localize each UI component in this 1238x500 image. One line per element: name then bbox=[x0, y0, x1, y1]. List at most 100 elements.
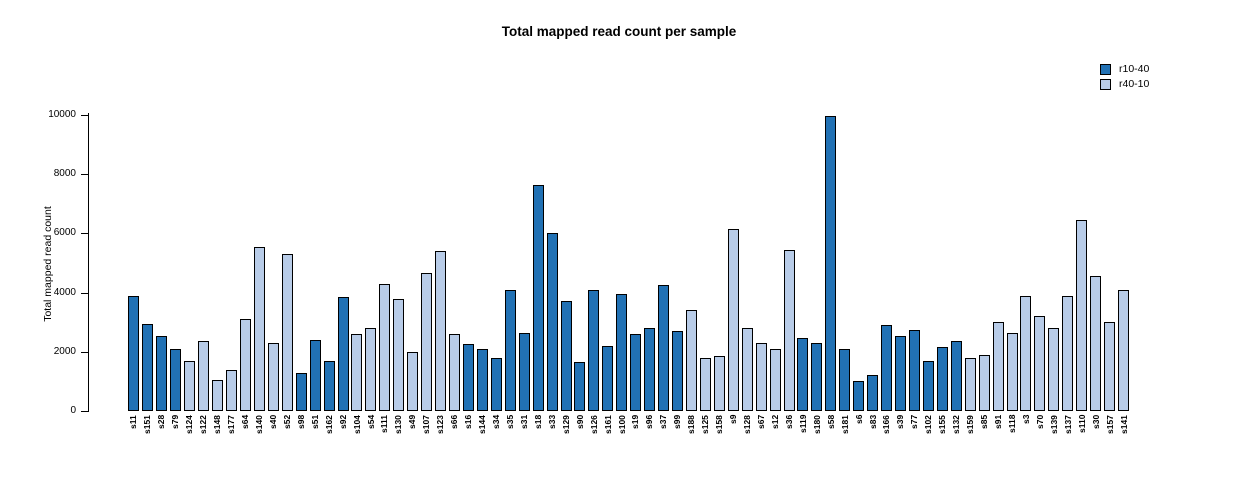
plot-area bbox=[127, 115, 1131, 411]
bar-s128 bbox=[741, 328, 753, 411]
x-tick-label-s130: s130 bbox=[393, 415, 404, 434]
bar-s79 bbox=[170, 348, 182, 411]
bar-column bbox=[406, 115, 420, 411]
x-tick-label-s159: s159 bbox=[965, 415, 976, 434]
bar-column bbox=[197, 115, 211, 411]
x-tick-label-s166: s166 bbox=[881, 415, 892, 434]
x-tick-label-s98: s98 bbox=[295, 415, 306, 430]
bar-column bbox=[169, 115, 183, 411]
x-tick-label-s137: s137 bbox=[1062, 415, 1073, 434]
bar-column bbox=[712, 115, 726, 411]
x-tick-label-s162: s162 bbox=[323, 415, 334, 434]
y-tick-label: 8000 bbox=[53, 168, 76, 180]
bar-s151 bbox=[142, 323, 154, 411]
bar-s92 bbox=[337, 297, 349, 411]
bar-column bbox=[1019, 115, 1033, 411]
x-tick-label-s52: s52 bbox=[281, 415, 292, 430]
x-tick-label-s12: s12 bbox=[769, 415, 780, 430]
bar-column bbox=[280, 115, 294, 411]
x-tick-label-s79: s79 bbox=[170, 415, 181, 430]
bar-column bbox=[225, 115, 239, 411]
x-tick-label-s141: s141 bbox=[1118, 415, 1129, 434]
bar-s37 bbox=[658, 285, 670, 411]
x-tick-label-s11: s11 bbox=[128, 415, 139, 429]
x-tick-label-s3: s3 bbox=[1020, 415, 1031, 425]
bar-s35 bbox=[504, 289, 516, 411]
bar-column bbox=[489, 115, 503, 411]
y-tick-mark bbox=[81, 411, 88, 412]
bar-column bbox=[740, 115, 754, 411]
bar-s3 bbox=[1020, 295, 1032, 411]
y-tick-mark bbox=[81, 174, 88, 176]
x-tick-label-s40: s40 bbox=[267, 415, 278, 430]
bar-column bbox=[392, 115, 406, 411]
bar-s77 bbox=[908, 329, 920, 411]
y-tick-mark bbox=[81, 233, 88, 235]
bar-column bbox=[782, 115, 796, 411]
legend-item-r10-40: r10-40 bbox=[1100, 62, 1149, 77]
bar-s99 bbox=[672, 331, 684, 411]
bar-column bbox=[420, 115, 434, 411]
x-tick-label-s6: s6 bbox=[853, 415, 864, 425]
bar-column bbox=[1089, 115, 1103, 411]
x-tick-label-s129: s129 bbox=[560, 415, 571, 434]
bar-column bbox=[252, 115, 266, 411]
legend-swatch-icon bbox=[1100, 64, 1111, 75]
bar-s6 bbox=[853, 381, 865, 411]
x-tick-label-s18: s18 bbox=[532, 415, 543, 430]
bar-column bbox=[866, 115, 880, 411]
bar-s111 bbox=[379, 283, 391, 411]
x-tick-label-s33: s33 bbox=[546, 415, 557, 430]
bar-column bbox=[935, 115, 949, 411]
bar-s64 bbox=[239, 319, 251, 411]
bar-column bbox=[350, 115, 364, 411]
bar-column bbox=[1033, 115, 1047, 411]
x-tick-label-s151: s151 bbox=[142, 415, 153, 434]
bar-s161 bbox=[602, 345, 614, 411]
bar-column bbox=[587, 115, 601, 411]
bar-column bbox=[1103, 115, 1117, 411]
x-tick-label-s128: s128 bbox=[742, 415, 753, 434]
bar-s39 bbox=[895, 335, 907, 411]
bar-column bbox=[517, 115, 531, 411]
x-tick-label-s139: s139 bbox=[1048, 415, 1059, 434]
x-tick-label-s58: s58 bbox=[825, 415, 836, 430]
bar-column bbox=[685, 115, 699, 411]
bar-column bbox=[1075, 115, 1089, 411]
x-tick-label-s35: s35 bbox=[504, 415, 515, 430]
x-tick-label-s110: s110 bbox=[1076, 415, 1087, 434]
bar-column bbox=[462, 115, 476, 411]
bar-s66 bbox=[449, 334, 461, 411]
bar-column bbox=[434, 115, 448, 411]
legend-item-r40-10: r40-10 bbox=[1100, 77, 1149, 92]
bar-column bbox=[545, 115, 559, 411]
bar-s180 bbox=[811, 342, 823, 411]
bar-s52 bbox=[281, 254, 293, 411]
bar-column bbox=[378, 115, 392, 411]
bar-s166 bbox=[881, 325, 893, 411]
x-tick-label-s111: s111 bbox=[379, 415, 390, 433]
bar-s31 bbox=[518, 332, 530, 411]
y-tick-mark bbox=[81, 351, 88, 353]
bar-s118 bbox=[1006, 332, 1018, 411]
bar-s58 bbox=[825, 116, 837, 411]
bar-s148 bbox=[212, 379, 224, 411]
x-tick-label-s132: s132 bbox=[951, 415, 962, 434]
bar-column bbox=[629, 115, 643, 411]
bar-s155 bbox=[936, 347, 948, 411]
x-tick-label-s28: s28 bbox=[156, 415, 167, 430]
bar-column bbox=[573, 115, 587, 411]
bar-column bbox=[643, 115, 657, 411]
legend-swatch-icon bbox=[1100, 79, 1111, 90]
bar-s177 bbox=[226, 369, 238, 411]
y-axis-line bbox=[88, 113, 89, 412]
bar-s91 bbox=[992, 322, 1004, 411]
x-tick-label-s66: s66 bbox=[449, 415, 460, 430]
x-tick-label-s125: s125 bbox=[700, 415, 711, 434]
bar-column bbox=[211, 115, 225, 411]
x-tick-label-s107: s107 bbox=[421, 415, 432, 434]
bar-s126 bbox=[588, 289, 600, 411]
bar-s85 bbox=[978, 354, 990, 411]
bar-s18 bbox=[532, 184, 544, 411]
